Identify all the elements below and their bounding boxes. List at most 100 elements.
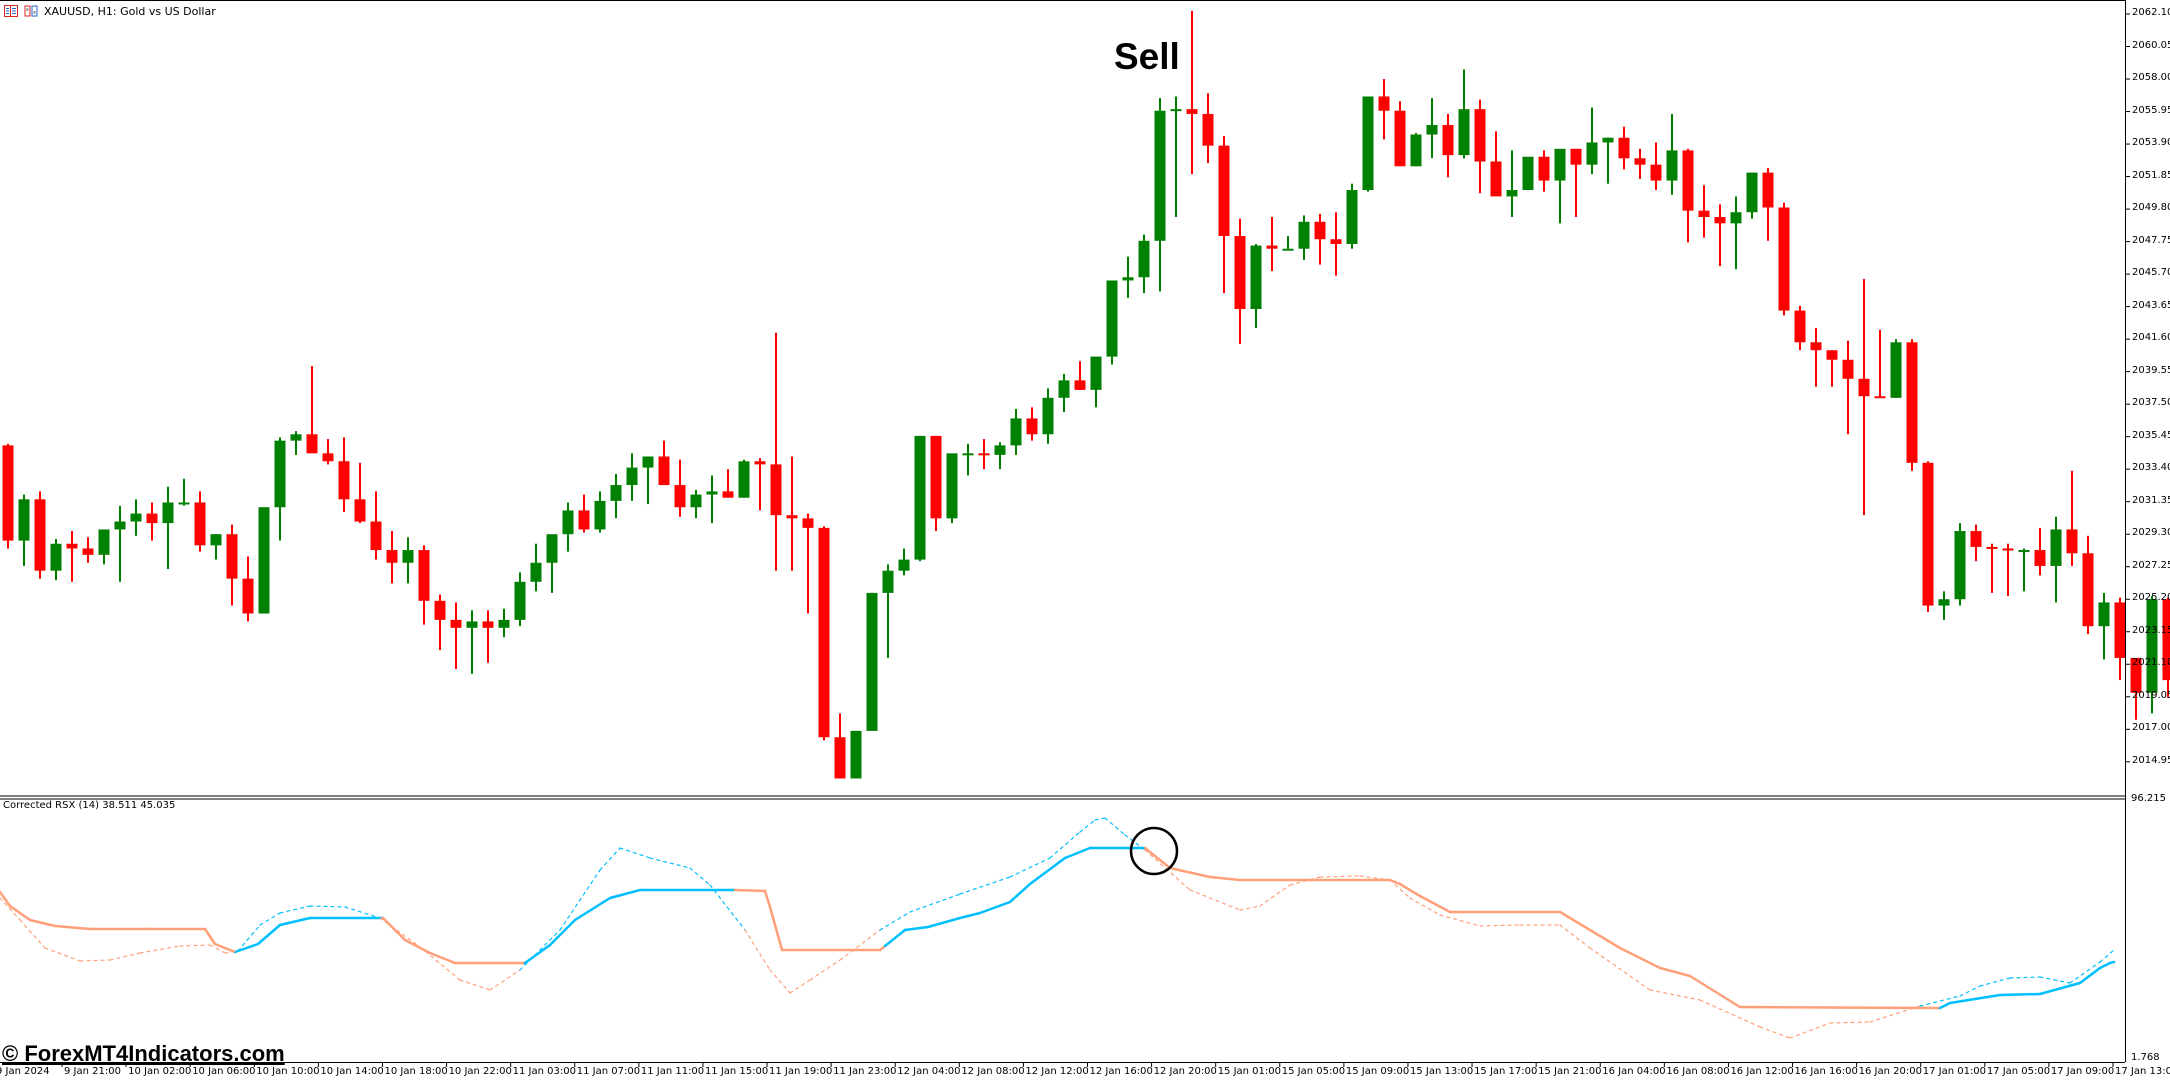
candle-body [1618, 137, 1630, 159]
candle-body [1250, 245, 1262, 309]
candle-body [1762, 172, 1774, 208]
time-tick-label: 12 Jan 16:00 [1089, 1066, 1153, 1077]
time-tick-label: 10 Jan 18:00 [384, 1066, 448, 1077]
candle-body [1090, 356, 1102, 390]
price-tick-label: 2017.00 [2132, 722, 2170, 734]
candle-body [562, 510, 574, 535]
price-tick-label: 2039.55 [2132, 364, 2170, 376]
indicator-axis-max: 96.215 [2131, 793, 2166, 804]
candle-body [546, 534, 558, 563]
candle-body [450, 619, 462, 628]
candle-body [130, 513, 142, 522]
price-tick-label: 2019.05 [2132, 689, 2170, 701]
candle-body [690, 494, 702, 508]
candle-body [1058, 380, 1070, 398]
time-tick-label: 12 Jan 12:00 [1025, 1066, 1089, 1077]
candle-body [866, 592, 878, 731]
candle-body [1538, 156, 1550, 181]
price-tick-label: 2055.95 [2132, 104, 2170, 116]
price-tick-label: 2027.25 [2132, 559, 2170, 571]
time-tick-label: 15 Jan 13:00 [1409, 1066, 1474, 1077]
candle-body [1042, 397, 1054, 435]
time-tick-label: 10 Jan 02:00 [128, 1066, 192, 1077]
candle-body [1202, 113, 1214, 146]
candle-body [1874, 396, 1886, 399]
candle-body [706, 491, 718, 495]
candle-body [1234, 236, 1246, 309]
time-tick-label: 16 Jan 08:00 [1666, 1066, 1730, 1077]
candle-body [818, 527, 830, 738]
candle-body [274, 440, 286, 508]
candle-body [2, 445, 14, 541]
chart-window-icon[interactable] [24, 5, 38, 17]
candle-body [242, 578, 254, 614]
candle-body [1634, 158, 1646, 165]
indicator-axis-min: 1.768 [2131, 1052, 2160, 1063]
candle-body [146, 513, 158, 524]
candle-body [1010, 418, 1022, 446]
candle-body [1154, 110, 1166, 241]
time-tick-label: 16 Jan 04:00 [1602, 1066, 1666, 1077]
price-tick-label: 2035.45 [2132, 429, 2170, 441]
candle-body [482, 621, 494, 628]
candle-body [738, 461, 750, 498]
candle-body [786, 515, 798, 519]
candle-body [1938, 599, 1950, 606]
price-tick-label: 2041.60 [2132, 332, 2170, 344]
candle-body [1282, 248, 1294, 251]
candle-body [66, 543, 78, 549]
candle-body [1794, 310, 1806, 343]
time-tick-label: 11 Jan 15:00 [704, 1066, 769, 1077]
candle-body [578, 510, 590, 530]
time-tick-label: 10 Jan 06:00 [192, 1066, 256, 1077]
time-tick-label: 12 Jan 04:00 [897, 1066, 961, 1077]
candle-body [1906, 342, 1918, 463]
candle-body [2114, 602, 2126, 658]
price-tick-label: 2045.70 [2132, 267, 2170, 279]
time-tick-label: 17 Jan 13:00 [2115, 1066, 2170, 1077]
candle-body [1650, 164, 1662, 181]
candle-body [1986, 546, 1998, 549]
time-tick-label: 9 Jan 2024 [0, 1066, 50, 1077]
candle-body [1170, 109, 1182, 112]
candle-body [338, 461, 350, 500]
price-tick-label: 2053.90 [2132, 137, 2170, 149]
candle-body [1698, 210, 1710, 218]
candle-body [674, 485, 686, 508]
candle-body [994, 445, 1006, 455]
candle-body [306, 434, 318, 454]
chart-list-icon[interactable] [4, 5, 18, 17]
candle-body [114, 521, 126, 530]
candle-body [1970, 531, 1982, 547]
candle-body [1858, 378, 1870, 397]
candle-body [2146, 599, 2158, 693]
candle-body [1426, 125, 1438, 135]
candle-body [930, 435, 942, 519]
candle-body [162, 502, 174, 524]
candle-body [642, 456, 654, 468]
price-axis-ticks [2125, 13, 2130, 763]
candle-body [226, 534, 238, 579]
candle-body [1138, 240, 1150, 278]
time-tick-label: 17 Jan 05:00 [1986, 1066, 2051, 1077]
candle-body [1330, 239, 1342, 244]
candle-body [802, 518, 814, 528]
time-tick-label: 15 Jan 21:00 [1538, 1066, 1602, 1077]
time-tick-label: 15 Jan 05:00 [1281, 1066, 1346, 1077]
price-tick-label: 2043.65 [2132, 299, 2170, 311]
price-tick-label: 2025.20 [2132, 592, 2170, 604]
candle-body [1954, 531, 1966, 600]
time-tick-label: 11 Jan 19:00 [769, 1066, 833, 1077]
candle-body [1074, 380, 1086, 390]
candle-body [2098, 602, 2110, 627]
candle-body [898, 559, 910, 571]
candle-body [354, 499, 366, 522]
candle-body [722, 491, 734, 498]
candle-body [2018, 550, 2030, 553]
candle-body [1410, 134, 1422, 167]
candle-body [1730, 212, 1742, 224]
candle-body [466, 621, 478, 628]
price-tick-label: 2060.05 [2132, 39, 2170, 51]
time-tick-label: 11 Jan 23:00 [833, 1066, 897, 1077]
